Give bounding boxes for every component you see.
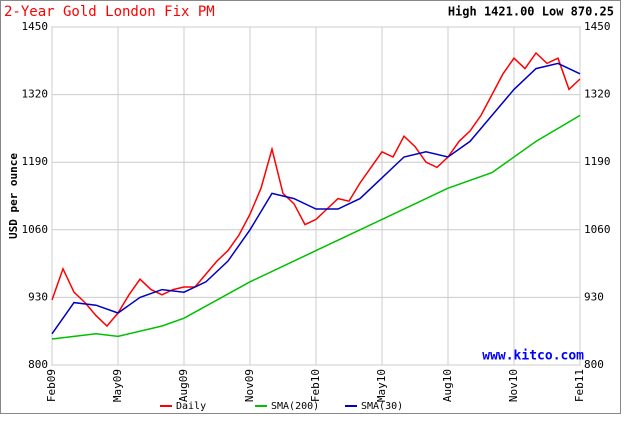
x-tick-label: Feb11	[573, 369, 586, 402]
y-tick-label-right: 1060	[584, 223, 611, 236]
line-series	[51, 62, 581, 335]
x-tick-label: May10	[375, 369, 388, 402]
y-tick-label: 930	[28, 290, 48, 303]
y-tick-label-right: 800	[584, 358, 604, 371]
x-tick-label: Feb10	[309, 369, 322, 402]
x-tick-label: May09	[111, 369, 124, 402]
y-tick-label-right: 1320	[584, 88, 611, 101]
watermark: www.kitco.com	[482, 349, 584, 364]
y-tick-label: 1060	[22, 223, 49, 236]
x-tick-label: Aug10	[441, 369, 454, 402]
y-tick-label-right: 930	[584, 290, 604, 303]
plot: 800 800 930 930 1060 1060 1190 1190 1320 1320 1450…	[22, 20, 611, 402]
y-tick-label: 1450	[22, 20, 49, 33]
y-tick-label: 1190	[22, 155, 49, 168]
y-axis-label: USD per ounce	[7, 153, 20, 239]
legend-label: SMA(200)	[271, 401, 319, 412]
x-tick-label: Nov10	[507, 369, 520, 402]
x-tick-label: Feb09	[45, 369, 58, 402]
y-tick-label: 800	[28, 358, 48, 371]
legend-label: SMA(30)	[361, 401, 403, 412]
line-series	[51, 51, 581, 328]
line-series	[51, 114, 581, 340]
chart-title: 2-Year Gold London Fix PM	[4, 4, 215, 20]
x-tick-label: Nov09	[243, 369, 256, 402]
y-tick-label-right: 1450	[584, 20, 611, 33]
y-tick-label: 1320	[22, 88, 49, 101]
legend-label: Daily	[176, 401, 206, 412]
x-tick-label: Aug09	[177, 369, 190, 402]
chart-subtitle: High 1421.00 Low 870.25	[448, 5, 614, 19]
y-tick-label-right: 1190	[584, 155, 611, 168]
